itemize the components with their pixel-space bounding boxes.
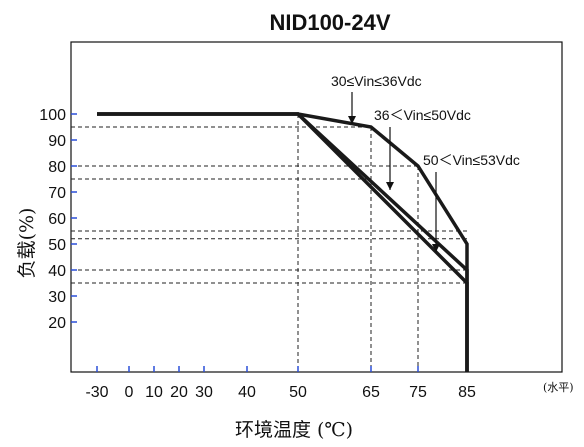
x-tick-label: 20 bbox=[170, 384, 188, 401]
chart-title: NID100-24V bbox=[269, 10, 390, 35]
y-axis-ticks: 100 90 80 70 60 50 40 30 20 bbox=[39, 107, 77, 332]
x-tick-label: 65 bbox=[362, 384, 380, 401]
reference-lines bbox=[71, 114, 467, 372]
y-tick-label: 60 bbox=[48, 211, 66, 228]
series-label-2: 36＜Vin≤50Vdc bbox=[374, 107, 471, 123]
series-annotations: 30≤Vin≤36Vdc 36＜Vin≤50Vdc 50＜Vin≤53Vdc bbox=[331, 73, 520, 252]
x-axis-ticks: -30 0 10 20 30 40 50 65 75 85 bbox=[85, 366, 476, 401]
x-tick-label: 40 bbox=[238, 384, 256, 401]
x-tick-label: 30 bbox=[195, 384, 213, 401]
x-tick-label: 75 bbox=[409, 384, 427, 401]
series-label-3: 50＜Vin≤53Vdc bbox=[423, 152, 520, 168]
y-tick-label: 90 bbox=[48, 133, 66, 150]
series-group bbox=[97, 112, 469, 372]
series-line-2 bbox=[97, 112, 469, 372]
y-tick-label: 20 bbox=[48, 315, 66, 332]
series-label-1: 30≤Vin≤36Vdc bbox=[331, 73, 422, 89]
x-tick-label: -30 bbox=[85, 384, 108, 401]
y-tick-label: 50 bbox=[48, 237, 66, 254]
y-tick-label: 40 bbox=[48, 263, 66, 280]
x-tick-label: 0 bbox=[125, 384, 134, 401]
series-arrowhead-2 bbox=[386, 182, 394, 190]
y-tick-label: 80 bbox=[48, 159, 66, 176]
series-arrowhead-1 bbox=[348, 116, 356, 124]
y-tick-label: 30 bbox=[48, 289, 66, 306]
y-tick-label: 100 bbox=[39, 107, 66, 124]
x-axis-label: 环境温度 (℃) bbox=[235, 419, 353, 441]
series-line-1 bbox=[97, 112, 469, 372]
x-tick-label: 50 bbox=[289, 384, 307, 401]
y-axis-label: 负载(%) bbox=[16, 208, 38, 279]
x-tick-label: 85 bbox=[458, 384, 476, 401]
plot-frame bbox=[70, 41, 563, 373]
series-arrowhead-3 bbox=[432, 244, 440, 252]
series-line-3 bbox=[97, 112, 469, 372]
x-axis-unit: (水平) bbox=[543, 381, 574, 394]
x-tick-label: 10 bbox=[145, 384, 163, 401]
y-tick-label: 70 bbox=[48, 185, 66, 202]
